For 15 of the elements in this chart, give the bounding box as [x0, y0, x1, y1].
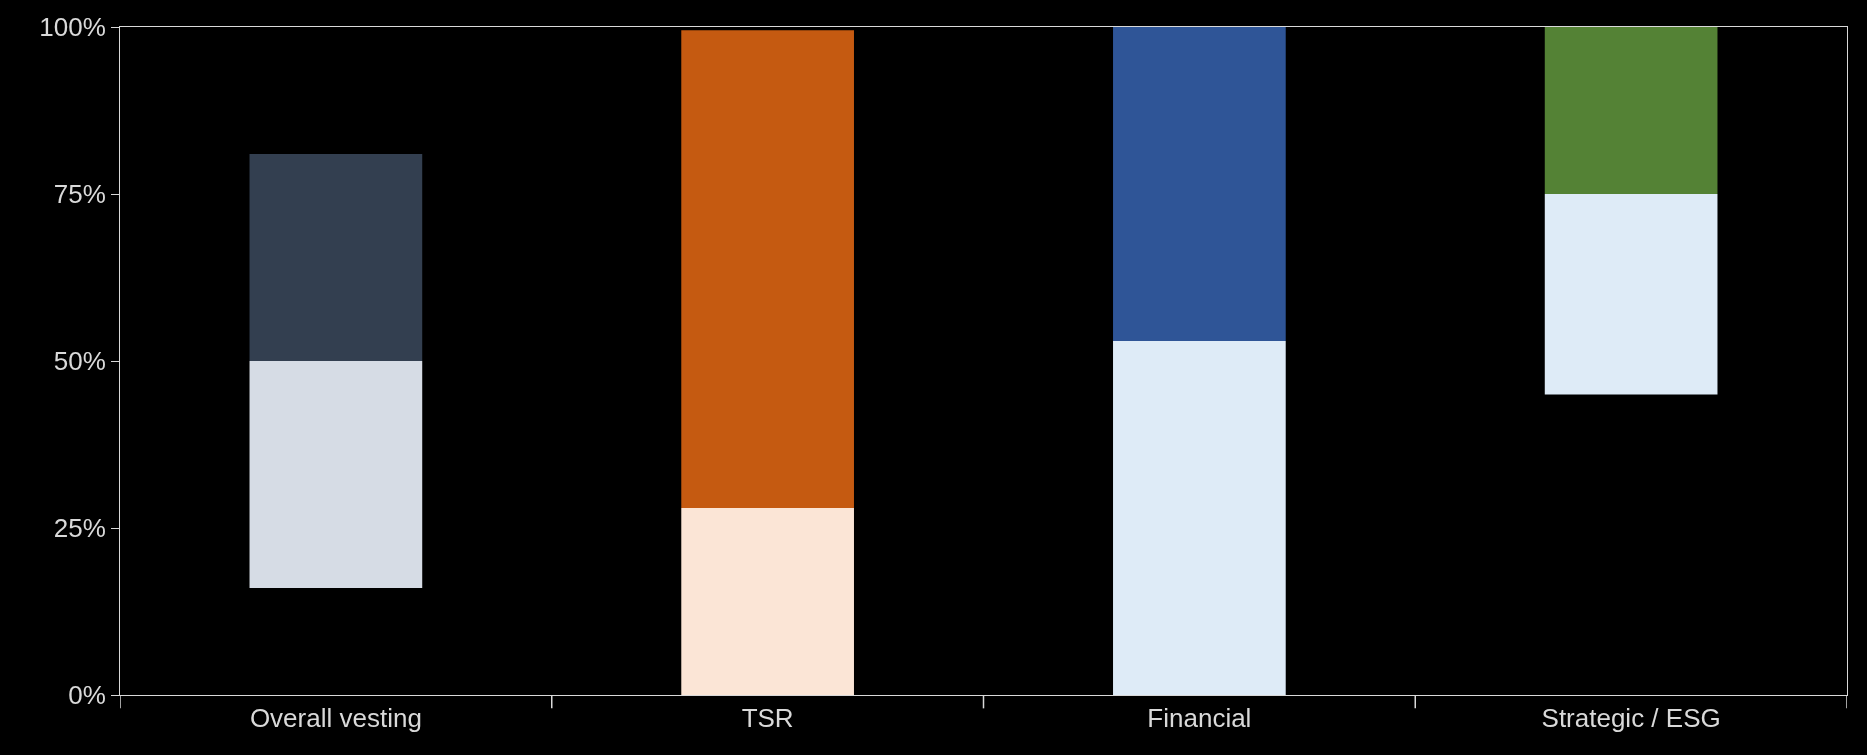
x-tick-label: Financial	[1147, 703, 1252, 734]
y-tick-label: 0%	[68, 680, 106, 711]
bar	[1113, 27, 1286, 341]
bar	[1544, 194, 1718, 395]
bar	[249, 361, 423, 589]
bar	[681, 30, 854, 508]
bar	[681, 507, 854, 695]
bar	[1113, 340, 1286, 695]
x-tick-label: TSR	[741, 703, 794, 734]
y-tick-label: 25%	[53, 513, 106, 544]
x-tick-label: Overall vesting	[249, 703, 422, 734]
y-tick-label: 75%	[53, 179, 106, 210]
y-tick-label: 50%	[53, 346, 106, 377]
y-tick-label: 100%	[39, 12, 106, 43]
x-tick-label: Strategic / ESG	[1541, 703, 1721, 734]
